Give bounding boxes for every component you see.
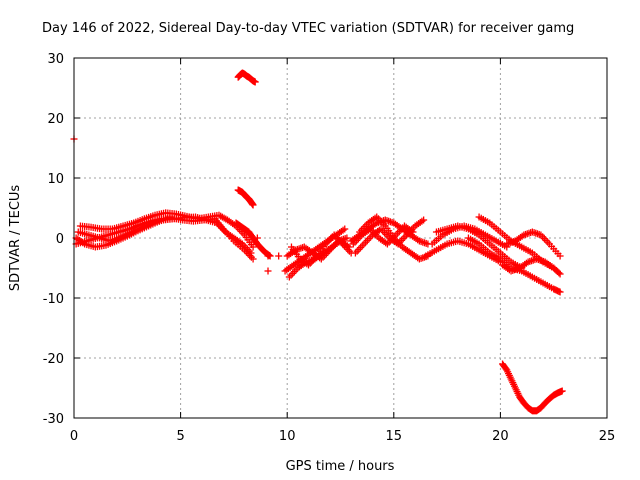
- x-tick-label: 10: [279, 429, 296, 444]
- x-tick-label: 20: [492, 429, 509, 444]
- x-axis-label: GPS time / hours: [286, 459, 395, 474]
- y-tick-label: -10: [43, 292, 64, 307]
- x-tick-label: 0: [70, 429, 78, 444]
- data-point: [264, 267, 272, 275]
- data-point: [275, 252, 283, 260]
- data-marks: [70, 69, 566, 415]
- data-point: [249, 201, 257, 209]
- data-point: [341, 225, 349, 233]
- data-point: [555, 269, 563, 277]
- x-tick-label: 15: [386, 429, 403, 444]
- data-point: [264, 252, 272, 260]
- y-tick-label: 10: [47, 172, 64, 187]
- data-point: [249, 243, 257, 251]
- plot-frame: [73, 57, 608, 419]
- data-point: [558, 387, 566, 395]
- y-tick-label: -20: [43, 352, 64, 367]
- data-point: [420, 216, 428, 224]
- y-tick-label: -30: [43, 412, 64, 427]
- data-point: [556, 252, 564, 260]
- data-point: [166, 213, 174, 221]
- chart-title: Day 146 of 2022, Sidereal Day-to-day VTE…: [42, 21, 574, 36]
- y-axis-label: SDTVAR / TECUs: [8, 185, 23, 292]
- x-tick-label: 5: [176, 429, 184, 444]
- data-point: [247, 249, 255, 257]
- y-tick-label: 30: [47, 52, 64, 67]
- y-tick-label: 0: [56, 232, 64, 247]
- data-point: [409, 228, 417, 236]
- data-point: [253, 234, 261, 242]
- data-point: [251, 78, 259, 86]
- data-point: [345, 243, 353, 251]
- data-point: [343, 234, 351, 242]
- y-tick-label: 20: [47, 112, 64, 127]
- x-tick-label: 25: [599, 429, 616, 444]
- data-point: [556, 288, 564, 296]
- data-point: [550, 264, 558, 272]
- data-point: [249, 255, 257, 263]
- data-point: [556, 270, 564, 278]
